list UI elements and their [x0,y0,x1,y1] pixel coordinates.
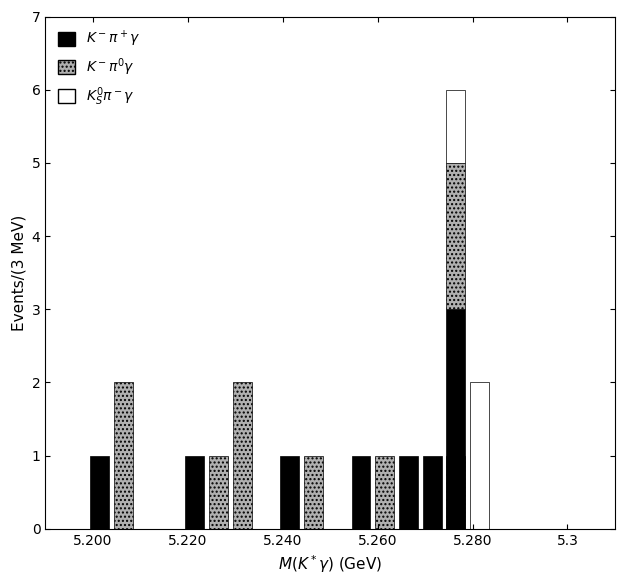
Y-axis label: Events/(3 MeV): Events/(3 MeV) [11,214,26,331]
Bar [352,455,371,529]
Bar [114,383,133,529]
Bar [470,383,489,529]
Bar [446,163,465,309]
Bar [304,455,323,529]
Bar [423,455,442,529]
Bar [399,455,418,529]
Bar [233,383,252,529]
Bar [91,455,110,529]
X-axis label: $M(K^*\gamma)$ (GeV): $M(K^*\gamma)$ (GeV) [278,553,382,575]
Bar [446,90,465,163]
Bar [185,455,204,529]
Bar [375,455,394,529]
Bar [280,455,299,529]
Legend: $K^-\pi^+\gamma$, $K^-\pi^0\gamma$, $K_S^0\pi^-\gamma$: $K^-\pi^+\gamma$, $K^-\pi^0\gamma$, $K_S… [53,23,146,113]
Bar [446,309,465,529]
Bar [209,455,228,529]
Bar [446,455,465,529]
